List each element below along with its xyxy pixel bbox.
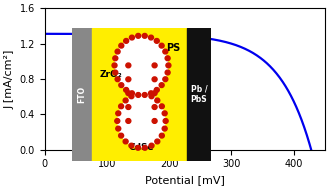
- Circle shape: [154, 39, 159, 43]
- Circle shape: [129, 94, 134, 99]
- Circle shape: [126, 63, 131, 68]
- Circle shape: [142, 33, 147, 38]
- Circle shape: [123, 98, 128, 103]
- Circle shape: [129, 91, 135, 96]
- Circle shape: [166, 63, 171, 68]
- Bar: [72, 28, 92, 161]
- Circle shape: [119, 104, 124, 109]
- Bar: [187, 28, 211, 161]
- Circle shape: [119, 83, 124, 88]
- Y-axis label: J [mA/cm²]: J [mA/cm²]: [4, 49, 14, 108]
- Circle shape: [142, 93, 147, 97]
- Circle shape: [163, 119, 168, 123]
- Circle shape: [165, 56, 170, 61]
- Circle shape: [152, 77, 157, 82]
- Circle shape: [163, 49, 168, 54]
- Circle shape: [115, 49, 120, 54]
- Circle shape: [165, 70, 170, 75]
- Circle shape: [129, 35, 135, 40]
- Circle shape: [159, 43, 164, 48]
- Text: PS: PS: [166, 43, 180, 53]
- Circle shape: [124, 88, 129, 92]
- Circle shape: [119, 43, 124, 48]
- Bar: [92, 28, 187, 161]
- Circle shape: [115, 119, 120, 123]
- Circle shape: [119, 133, 124, 138]
- Circle shape: [124, 39, 129, 43]
- Circle shape: [149, 94, 154, 99]
- Circle shape: [148, 35, 154, 40]
- Ellipse shape: [115, 36, 168, 94]
- Circle shape: [152, 91, 157, 96]
- Circle shape: [123, 139, 128, 144]
- Circle shape: [154, 88, 159, 92]
- Text: Pb /
PbS: Pb / PbS: [190, 85, 207, 104]
- Circle shape: [115, 77, 120, 82]
- Circle shape: [148, 91, 154, 96]
- Circle shape: [136, 145, 140, 150]
- Bar: [129, 56, 154, 125]
- Circle shape: [126, 91, 131, 96]
- Circle shape: [126, 77, 131, 82]
- Circle shape: [163, 77, 168, 82]
- Circle shape: [112, 63, 117, 68]
- Circle shape: [159, 133, 164, 138]
- X-axis label: Potential [mV]: Potential [mV]: [145, 175, 225, 185]
- Circle shape: [126, 119, 131, 123]
- Circle shape: [116, 111, 121, 116]
- Circle shape: [162, 111, 167, 116]
- Circle shape: [155, 139, 160, 144]
- Circle shape: [116, 126, 121, 131]
- Text: ZrO₂: ZrO₂: [100, 70, 122, 79]
- Circle shape: [126, 105, 131, 109]
- Circle shape: [152, 105, 157, 109]
- Circle shape: [113, 70, 118, 75]
- Circle shape: [152, 119, 157, 123]
- Circle shape: [136, 93, 141, 97]
- Circle shape: [142, 145, 147, 150]
- Circle shape: [129, 143, 134, 148]
- Ellipse shape: [118, 94, 165, 147]
- Circle shape: [159, 83, 164, 88]
- Circle shape: [155, 98, 160, 103]
- Circle shape: [136, 33, 141, 38]
- Circle shape: [159, 104, 164, 109]
- Circle shape: [149, 143, 154, 148]
- Circle shape: [113, 56, 118, 61]
- Circle shape: [152, 63, 157, 68]
- Text: FTO: FTO: [78, 86, 87, 103]
- Text: CdSe: CdSe: [129, 143, 154, 152]
- Circle shape: [162, 126, 167, 131]
